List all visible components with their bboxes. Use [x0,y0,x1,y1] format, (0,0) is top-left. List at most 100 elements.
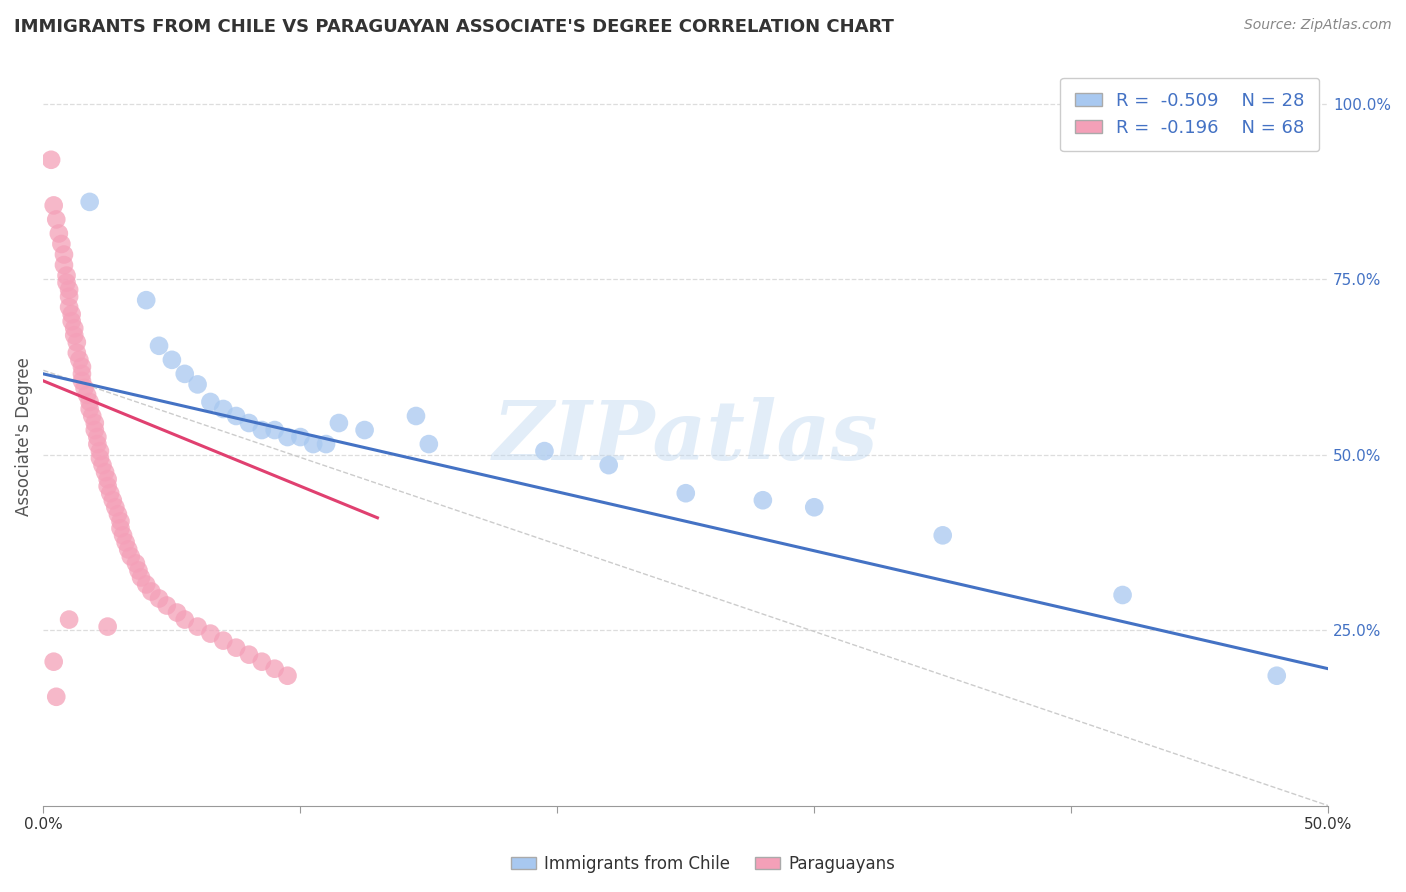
Point [76,388,98,402]
Point [60,307,83,321]
Point [86,430,108,444]
Point [67,352,90,367]
Point [94,465,117,479]
Point [250,655,273,669]
Point [200,395,222,409]
Point [91,458,114,472]
Point [160,352,183,367]
Point [212,633,235,648]
Point [276,669,298,683]
Point [533,444,555,458]
Text: IMMIGRANTS FROM CHILE VS PARAGUAYAN ASSOCIATE'S DEGREE CORRELATION CHART: IMMIGRANTS FROM CHILE VS PARAGUAYAN ASSO… [14,18,894,36]
Point [598,458,620,472]
Point [60,314,83,328]
Y-axis label: Associate's Degree: Associate's Degree [15,358,32,516]
Point [353,423,375,437]
Point [1111,588,1133,602]
Point [315,437,337,451]
Point [42,198,65,212]
Point [117,542,139,557]
Point [52,258,75,272]
Point [752,493,775,508]
Point [70,359,93,374]
Point [89,451,111,466]
Point [97,479,120,493]
Point [263,662,285,676]
Point [52,247,75,261]
Point [104,500,127,515]
Point [148,339,170,353]
Point [238,648,260,662]
Point [302,437,325,451]
Point [73,381,96,395]
Point [101,493,124,508]
Point [129,570,152,584]
Point [173,613,195,627]
Point [66,335,89,350]
Point [125,557,148,571]
Point [51,237,73,252]
Point [45,212,67,227]
Point [107,508,129,522]
Point [79,401,101,416]
Point [1265,669,1288,683]
Point [110,521,132,535]
Point [63,321,86,335]
Point [89,444,111,458]
Point [42,655,65,669]
Text: ZIPatlas: ZIPatlas [494,397,879,477]
Point [58,613,80,627]
Point [120,549,142,564]
Point [931,528,953,542]
Point [83,423,105,437]
Point [290,430,312,444]
Point [63,328,86,343]
Point [97,472,120,486]
Point [112,528,135,542]
Point [263,423,285,437]
Point [110,514,132,528]
Point [225,409,247,423]
Point [48,227,70,241]
Point [58,283,80,297]
Legend: R =  -0.509    N = 28, R =  -0.196    N = 68: R = -0.509 N = 28, R = -0.196 N = 68 [1060,78,1319,152]
Point [97,619,120,633]
Point [225,640,247,655]
Point [141,584,163,599]
Point [82,409,104,423]
Point [98,486,121,500]
Point [79,194,101,209]
Point [39,153,62,167]
Point [86,437,108,451]
Point [135,577,157,591]
Point [83,416,105,430]
Point [212,401,235,416]
Point [55,276,77,290]
Point [328,416,350,430]
Point [675,486,697,500]
Point [55,268,77,283]
Text: Source: ZipAtlas.com: Source: ZipAtlas.com [1244,18,1392,32]
Point [238,416,260,430]
Point [45,690,67,704]
Point [250,423,273,437]
Point [405,409,427,423]
Point [187,377,209,392]
Point [58,290,80,304]
Point [148,591,170,606]
Point [135,293,157,308]
Point [127,563,149,577]
Point [200,626,222,640]
Point [70,374,93,388]
Point [114,535,136,549]
Point [156,599,179,613]
Point [70,367,93,381]
Point [276,430,298,444]
Point [66,346,89,360]
Legend: Immigrants from Chile, Paraguayans: Immigrants from Chile, Paraguayans [505,848,901,880]
Point [79,395,101,409]
Point [166,606,188,620]
Point [58,300,80,314]
Point [803,500,825,515]
Point [418,437,440,451]
